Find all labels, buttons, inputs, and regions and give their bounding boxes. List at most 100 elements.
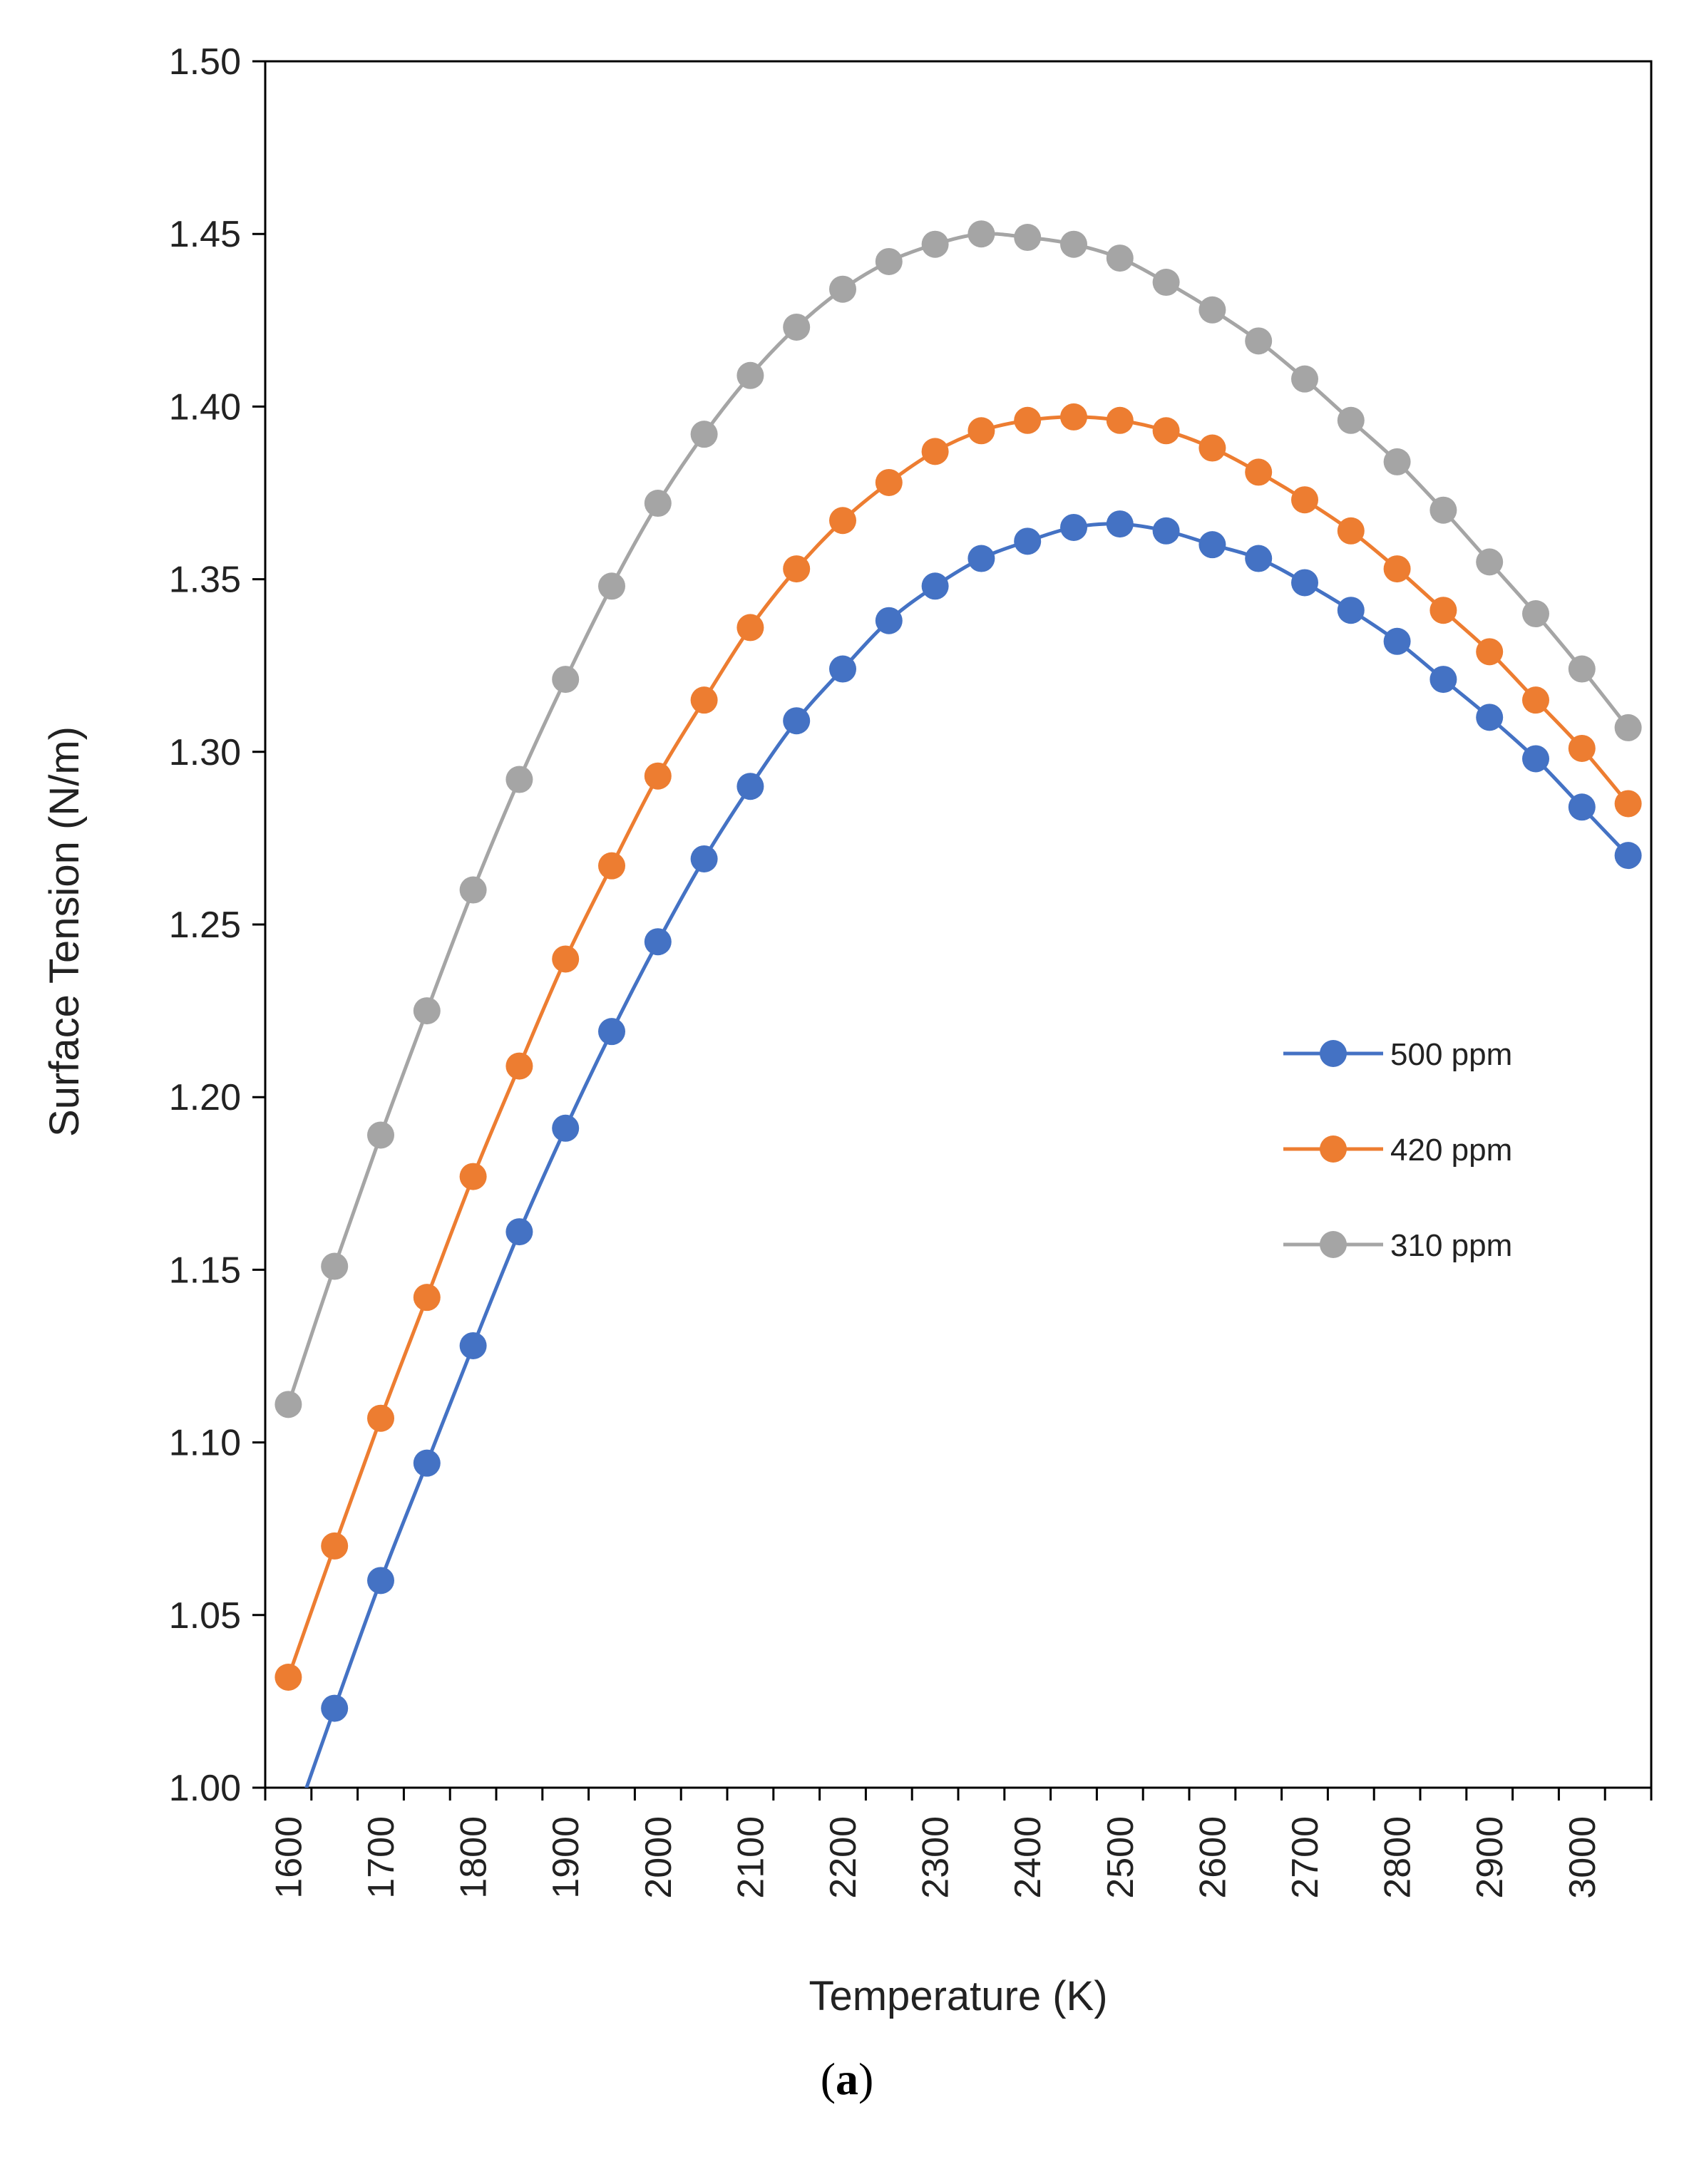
y-axis-title: Surface Tension (N/m)	[41, 726, 88, 1137]
data-point	[1106, 510, 1134, 538]
data-point	[274, 1391, 302, 1418]
data-point	[505, 766, 533, 793]
data-point	[598, 852, 625, 880]
x-tick-label: 2800	[1377, 1816, 1419, 1899]
plot-area-frame	[264, 60, 1653, 1789]
legend-marker	[1320, 1040, 1347, 1067]
data-point	[1245, 545, 1273, 572]
x-tick-label: 1800	[453, 1816, 495, 1899]
data-point	[367, 1404, 394, 1432]
series-420-ppm	[274, 403, 1642, 1691]
data-point	[736, 773, 764, 800]
data-point	[1198, 531, 1226, 559]
data-point	[1291, 486, 1318, 514]
y-tick-label: 1.20	[169, 1077, 241, 1118]
data-point	[1568, 655, 1596, 683]
legend-label: 420 ppm	[1390, 1133, 1512, 1168]
data-point	[690, 845, 718, 872]
data-point	[1152, 417, 1180, 445]
data-point	[459, 1331, 487, 1359]
legend-label: 500 ppm	[1390, 1037, 1512, 1072]
x-tick-label: 1600	[268, 1816, 309, 1899]
data-point	[413, 1284, 441, 1312]
x-tick-label: 2500	[1100, 1816, 1141, 1899]
data-point	[1198, 296, 1226, 324]
data-point	[783, 707, 811, 735]
data-point	[321, 1252, 349, 1280]
data-point	[1614, 714, 1642, 741]
data-point	[783, 555, 811, 583]
x-tick-label: 2600	[1192, 1816, 1233, 1899]
data-point	[1522, 745, 1549, 773]
legend-label: 310 ppm	[1390, 1228, 1512, 1263]
y-tick-label: 1.10	[169, 1423, 241, 1464]
data-point	[1337, 517, 1365, 545]
figure-caption: (a)	[0, 2053, 1694, 2106]
legend-item: 420 ppm	[1283, 1133, 1512, 1168]
data-point	[1522, 686, 1549, 714]
data-point	[321, 1694, 349, 1722]
series-line	[304, 522, 1630, 1788]
data-point	[1291, 365, 1318, 393]
data-point	[1014, 406, 1042, 434]
data-point	[783, 313, 811, 341]
data-point	[552, 945, 580, 973]
x-tick-label: 2700	[1285, 1816, 1326, 1899]
data-point	[921, 230, 949, 258]
y-tick-label: 1.35	[169, 560, 241, 601]
data-point	[321, 1532, 349, 1560]
data-point	[829, 655, 856, 683]
data-point	[1522, 600, 1549, 628]
data-point	[1152, 517, 1180, 545]
x-tick-label: 1900	[545, 1816, 587, 1899]
data-point	[459, 876, 487, 904]
x-tick-label: 2100	[730, 1816, 771, 1899]
data-point	[1476, 638, 1504, 666]
x-tick-label: 2300	[915, 1816, 957, 1899]
data-point	[552, 1114, 580, 1142]
series-310-ppm	[274, 220, 1642, 1418]
data-point	[1383, 555, 1411, 583]
data-point	[1337, 597, 1365, 624]
data-point	[1383, 627, 1411, 655]
data-point	[1614, 790, 1642, 818]
y-tick-label: 1.50	[169, 41, 241, 83]
data-point	[921, 572, 949, 600]
data-point	[552, 666, 580, 694]
data-point	[1337, 406, 1365, 434]
data-point	[690, 686, 718, 714]
data-point	[1291, 569, 1318, 597]
data-point	[1014, 224, 1042, 252]
data-point	[1568, 793, 1596, 821]
data-point	[967, 417, 995, 445]
data-point	[736, 614, 764, 642]
data-point	[505, 1052, 533, 1080]
x-tick-label: 1700	[361, 1816, 402, 1899]
data-point	[598, 572, 625, 600]
legend-item: 500 ppm	[1283, 1037, 1512, 1072]
data-point	[644, 928, 672, 956]
x-tick-label: 2200	[823, 1816, 864, 1899]
data-point	[967, 545, 995, 572]
data-point	[1429, 496, 1457, 524]
y-tick-label: 1.45	[169, 214, 241, 255]
data-point	[736, 361, 764, 389]
y-tick-label: 1.05	[169, 1595, 241, 1637]
data-point	[1060, 230, 1087, 258]
data-point	[644, 762, 672, 790]
data-point	[1429, 597, 1457, 624]
data-point	[367, 1121, 394, 1149]
x-tick-label: 2900	[1469, 1816, 1511, 1899]
y-tick-label: 1.00	[169, 1768, 241, 1809]
data-point	[413, 997, 441, 1025]
data-point	[1060, 403, 1087, 431]
x-axis-title: Temperature (K)	[808, 1973, 1107, 2019]
caption-close: )	[858, 2054, 874, 2104]
caption-open: (	[820, 2054, 836, 2104]
data-point	[413, 1449, 441, 1477]
y-tick-label: 1.25	[169, 905, 241, 946]
y-tick-label: 1.15	[169, 1250, 241, 1291]
x-tick-label: 2000	[638, 1816, 679, 1899]
